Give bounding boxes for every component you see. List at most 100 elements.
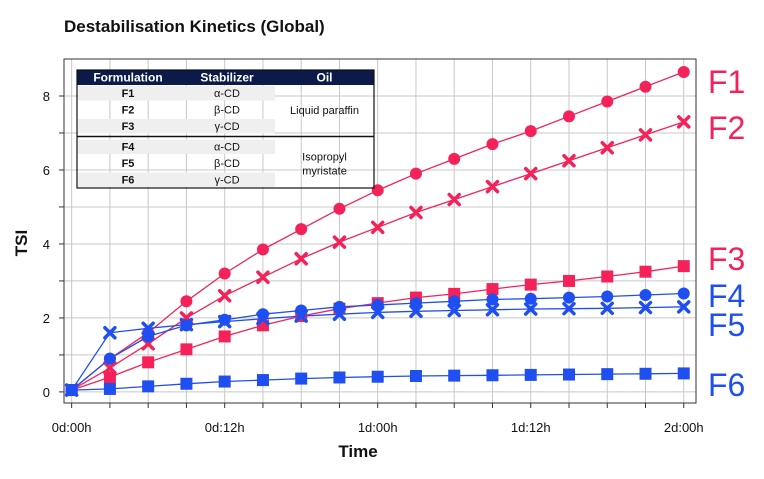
point-F6 (371, 370, 384, 383)
chart-title: Destabilisation Kinetics (Global) (64, 17, 325, 36)
legend-oil: myristate (302, 165, 347, 177)
legend-table: Formulation Stabilizer Oil F1 α-CD F2 β-CD F3 γ-… (76, 69, 375, 189)
point-F1 (562, 110, 575, 123)
x-tick-label: 0d:00h (52, 420, 92, 435)
point-F5 (600, 301, 614, 316)
point-F4 (448, 295, 461, 308)
point-F6 (103, 382, 116, 395)
legend-formulation: F5 (122, 158, 135, 170)
point-F1 (180, 295, 193, 308)
point-F4 (562, 291, 575, 304)
x-tick-label: 0d:12h (205, 420, 245, 435)
point-F2 (217, 288, 232, 303)
point-F6 (256, 374, 269, 387)
point-F6 (677, 367, 690, 380)
point-F2 (447, 192, 461, 207)
point-F5 (409, 304, 423, 319)
point-F2 (523, 166, 538, 181)
point-F2 (256, 270, 270, 284)
point-F2 (677, 115, 691, 129)
point-F3 (677, 260, 690, 273)
legend-formulation: F2 (122, 105, 135, 117)
side-label-F6: F6 (708, 367, 745, 403)
legend-formulation: F1 (122, 88, 135, 100)
point-F3 (562, 274, 575, 287)
legend-row-shade (78, 119, 275, 134)
y-tick-label: 6 (43, 163, 50, 178)
point-F6 (486, 369, 499, 382)
legend-header-cell: Oil (316, 71, 332, 85)
point-F5 (638, 300, 653, 315)
point-F4 (103, 352, 116, 365)
x-tick-label: 2d:00h (664, 420, 704, 435)
point-F6 (333, 371, 346, 384)
y-tick-label: 2 (43, 311, 50, 326)
point-F1 (524, 125, 537, 138)
point-F5 (103, 325, 117, 340)
point-F5 (179, 317, 194, 332)
plot-frame (63, 58, 697, 404)
point-F5 (562, 301, 576, 316)
grid (64, 59, 696, 403)
side-label-F2: F2 (708, 110, 745, 146)
legend-row-shade (78, 139, 275, 154)
legend-stabilizer: γ-CD (214, 121, 239, 133)
legend-row-shade (78, 86, 275, 101)
point-F6 (142, 380, 155, 393)
point-F4 (524, 292, 537, 305)
series-F1 (65, 65, 690, 397)
y-tick-label: 0 (43, 385, 50, 400)
axis-ticks: 0 2 4 6 8 0d:00h 0d:12h 1d:00h 1d:12h 2d:00h (43, 89, 704, 435)
point-F5 (485, 303, 500, 317)
point-F6 (295, 372, 308, 385)
side-label-F3: F3 (708, 241, 745, 277)
legend-header-cell: Stabilizer (200, 71, 254, 85)
series-group (64, 65, 691, 397)
point-F6 (639, 367, 652, 380)
point-F1 (639, 80, 652, 93)
point-F2 (294, 251, 308, 266)
point-F3 (639, 265, 652, 278)
legend-stabilizer: γ-CD (214, 175, 239, 187)
point-F2 (600, 141, 614, 155)
point-F5 (370, 305, 385, 320)
point-F1 (218, 267, 231, 280)
point-F6 (65, 384, 78, 397)
point-F3 (486, 283, 499, 296)
point-F1 (486, 138, 499, 151)
point-F5 (447, 303, 461, 318)
legend-row-shade (78, 172, 275, 187)
point-F3 (180, 343, 193, 356)
point-F3 (142, 356, 155, 369)
y-tick-label: 4 (43, 237, 50, 252)
legend-stabilizer: α-CD (214, 142, 240, 154)
x-tick-label: 1d:12h (511, 420, 551, 435)
point-F6 (448, 369, 461, 382)
legend-stabilizer: α-CD (214, 88, 240, 100)
legend-header-cell: Formulation (93, 71, 162, 85)
point-F6 (562, 368, 575, 381)
legend-stabilizer: β-CD (214, 158, 240, 170)
side-label-F1: F1 (708, 64, 745, 100)
legend-formulation: F3 (122, 121, 135, 133)
y-tick-label: 8 (43, 89, 50, 104)
x-tick-label: 1d:00h (358, 420, 398, 435)
point-F5 (217, 314, 232, 329)
point-F4 (486, 293, 499, 306)
point-F6 (524, 368, 537, 381)
legend-stabilizer: β-CD (214, 105, 240, 117)
point-F2 (409, 205, 423, 220)
point-F5 (256, 311, 270, 326)
point-F1 (295, 223, 308, 236)
point-F1 (371, 184, 384, 197)
point-F3 (103, 371, 116, 384)
point-F6 (409, 369, 422, 382)
side-label-F5: F5 (708, 307, 745, 343)
point-F1 (448, 152, 461, 165)
point-F1 (601, 95, 614, 108)
point-F3 (524, 278, 537, 291)
side-label-F4: F4 (708, 278, 745, 314)
point-F1 (256, 243, 269, 256)
point-F3 (601, 270, 614, 283)
